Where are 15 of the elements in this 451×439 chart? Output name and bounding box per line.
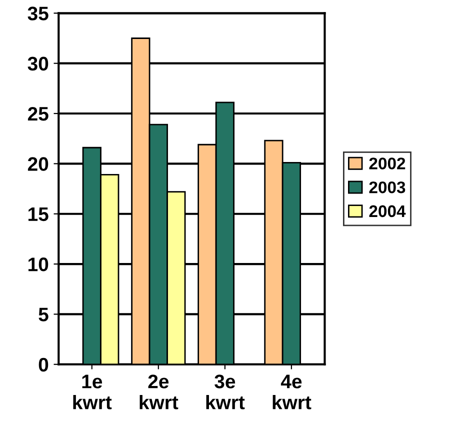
y-tick-label: 10 xyxy=(28,257,48,272)
y-tick-label: 25 xyxy=(28,106,48,121)
x-tick-label: 4e kwrt xyxy=(272,374,312,410)
x-tick-label: 3e kwrt xyxy=(206,374,245,410)
legend-label: 2003 xyxy=(369,181,406,194)
y-tick-label: 5 xyxy=(38,308,48,322)
y-tick-label: 0 xyxy=(38,358,48,372)
y-tick-label: 15 xyxy=(28,208,48,222)
x-tick-label: 1e kwrt xyxy=(73,374,112,410)
y-tick-label: 30 xyxy=(28,56,48,71)
legend-label: 2004 xyxy=(369,205,406,218)
y-tick-label: 35 xyxy=(28,6,48,20)
y-tick-label: 20 xyxy=(28,157,48,171)
x-tick-label: 2e kwrt xyxy=(140,374,178,410)
legend-label: 2002 xyxy=(369,158,406,170)
